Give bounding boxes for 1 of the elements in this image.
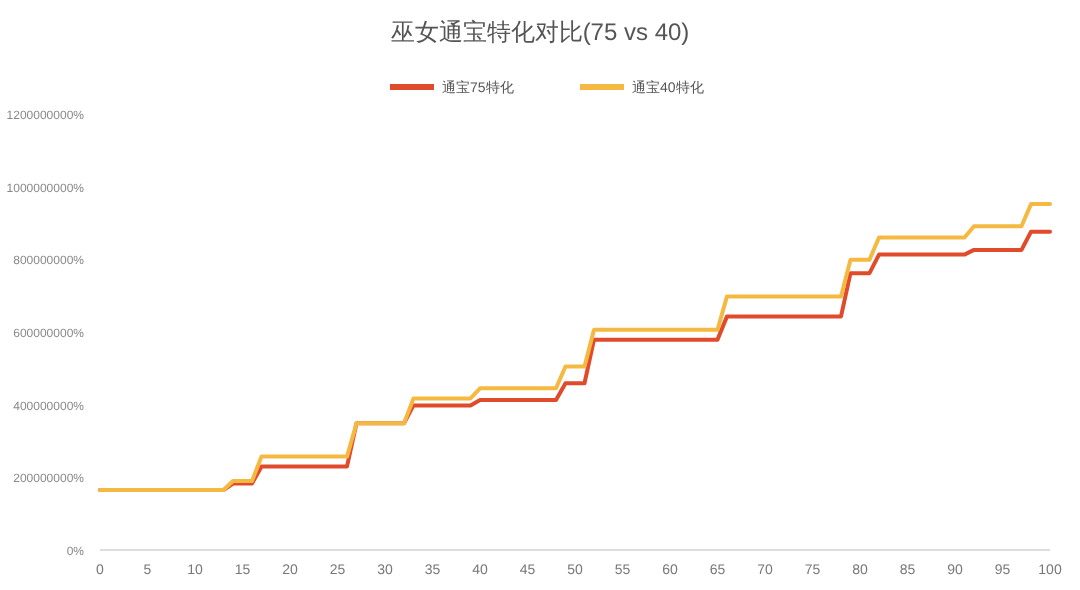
chart-title: 巫女通宝特化对比(75 vs 40)	[390, 18, 690, 46]
